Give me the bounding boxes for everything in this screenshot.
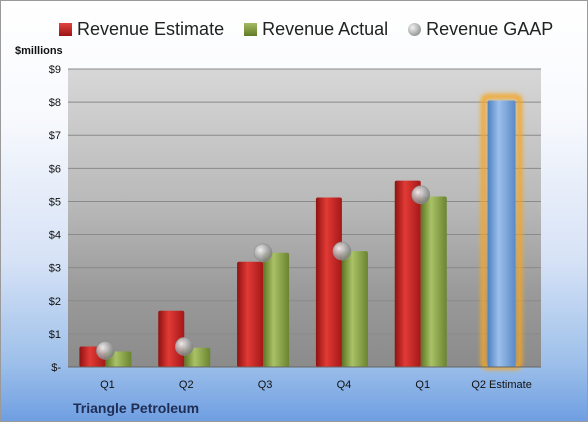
bar-revenue-estimate: [237, 261, 264, 367]
y-tick-label: $5: [49, 196, 61, 208]
y-tick-label: $4: [49, 230, 61, 242]
y-tick-label: $9: [49, 64, 61, 76]
y-tick-label: $7: [49, 130, 61, 142]
y-axis-title: $millions: [15, 45, 63, 57]
legend: Revenue Estimate Revenue Actual Revenue …: [59, 17, 573, 41]
legend-swatch-estimate: [59, 22, 72, 36]
x-tick-label: Q1: [415, 379, 430, 391]
x-tick-label: Q1: [100, 379, 115, 391]
legend-label-estimate: Revenue Estimate: [77, 18, 225, 39]
marker-revenue-gaap: [253, 243, 273, 263]
bar-revenue-actual: [341, 251, 368, 367]
x-tick-label: Q2: [179, 379, 194, 391]
bar-revenue-estimate: [315, 197, 342, 367]
legend-label-actual: Revenue Actual: [262, 18, 389, 39]
legend-item-estimate: Revenue Estimate: [59, 19, 224, 40]
marker-revenue-gaap: [174, 337, 194, 356]
company-name: Triangle Petroleum: [73, 400, 200, 416]
legend-item-gaap: Revenue GAAP: [408, 19, 553, 40]
x-tick-label: Q2 Estimate: [471, 379, 532, 391]
legend-item-actual: Revenue Actual: [244, 19, 388, 40]
marker-revenue-gaap: [411, 185, 431, 205]
y-tick-label: $6: [49, 163, 61, 175]
x-tick-label: Q4: [337, 379, 352, 391]
bar-revenue-estimate-projected: [487, 100, 516, 367]
legend-swatch-gaap: [408, 22, 422, 36]
y-tick-label: $2: [49, 296, 61, 308]
y-tick-label: $-: [51, 362, 61, 374]
y-tick-label: $8: [49, 97, 61, 109]
bar-revenue-actual: [263, 252, 290, 367]
plot-area: [68, 69, 541, 367]
bar-revenue-actual: [420, 196, 447, 367]
marker-revenue-gaap: [332, 241, 352, 261]
legend-label-gaap: Revenue GAAP: [426, 18, 554, 39]
legend-swatch-actual: [244, 22, 258, 36]
y-tick-label: $1: [49, 329, 61, 341]
bar-revenue-estimate: [394, 180, 421, 367]
marker-revenue-gaap: [96, 341, 115, 360]
x-tick-label: Q3: [258, 379, 273, 391]
y-tick-label: $3: [49, 263, 61, 275]
